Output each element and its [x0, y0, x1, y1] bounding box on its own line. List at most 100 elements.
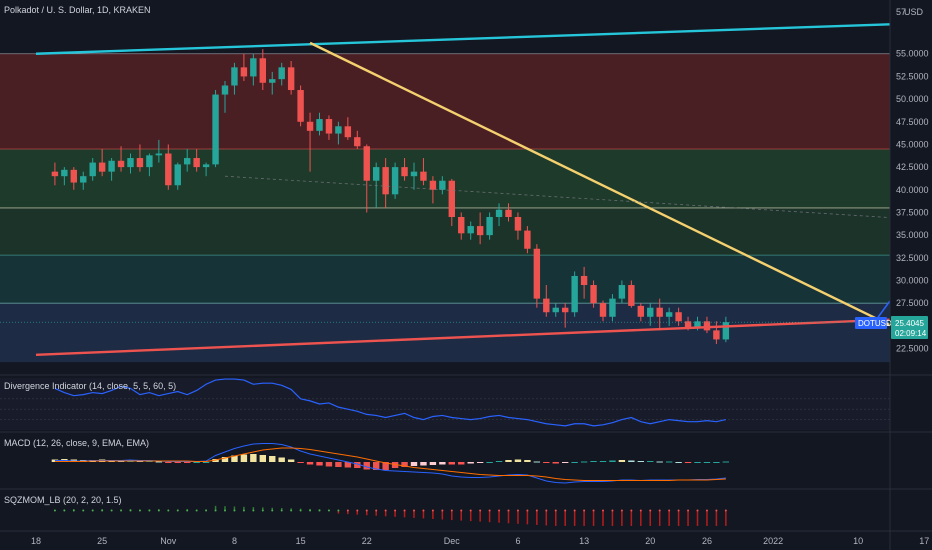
- macd-histogram-bar: [476, 462, 484, 463]
- macd-histogram-bar: [306, 462, 314, 465]
- macd-histogram-bar: [609, 460, 616, 462]
- candle: [467, 221, 474, 240]
- candle: [344, 117, 352, 140]
- candle: [580, 266, 588, 299]
- candle: [155, 139, 163, 163]
- squeeze-momentum-pane[interactable]: 0.0000: [53, 506, 924, 526]
- macd-histogram-bar: [278, 457, 285, 462]
- y-tick-label: 50.0000: [896, 94, 929, 104]
- main-price-pane[interactable]: [0, 16, 932, 363]
- macd-histogram-bar: [543, 462, 550, 463]
- candle: [637, 303, 644, 322]
- zone-1: [0, 148, 890, 208]
- trendline-1[interactable]: [35, 305, 932, 357]
- y-tick-label: 35.0000: [896, 230, 929, 240]
- macd-histogram-bar: [344, 462, 352, 468]
- macd-histogram-bar: [439, 462, 446, 465]
- macd-histogram-bar: [174, 462, 181, 463]
- macd-histogram-bar: [269, 456, 276, 462]
- candle: [514, 212, 522, 240]
- trendline-0[interactable]: [35, 16, 932, 55]
- candle: [401, 158, 408, 181]
- macd-histogram-bar: [533, 461, 541, 463]
- candle: [505, 203, 512, 222]
- trendline-3[interactable]: [224, 175, 932, 239]
- y-tick-label: 30.0000: [896, 275, 929, 285]
- macd-histogram-bar: [713, 462, 720, 463]
- candle: [476, 212, 484, 245]
- macd-histogram-bar: [675, 462, 682, 463]
- y-tick-label: 40.0000: [896, 185, 929, 195]
- y-tick-label: 47.5000: [896, 117, 929, 127]
- price-badge-bg: [891, 316, 928, 339]
- macd-histogram-bar: [335, 462, 342, 467]
- macd-histogram-bar: [429, 462, 437, 465]
- candle: [609, 294, 616, 322]
- macd-histogram-bar: [495, 461, 503, 462]
- candle: [590, 280, 597, 308]
- divergence-pane-title: Divergence Indicator (14, close, 5, 5, 6…: [4, 381, 176, 391]
- candle: [297, 85, 304, 127]
- macd-histogram-bar: [599, 461, 607, 462]
- candle: [287, 61, 295, 95]
- candle: [165, 144, 172, 190]
- macd-histogram-bar: [155, 461, 163, 463]
- macd-histogram-bar: [221, 457, 229, 462]
- candle: [80, 171, 87, 190]
- x-tick-label: 6: [515, 536, 520, 546]
- candle: [656, 298, 663, 331]
- trendline-2[interactable]: [309, 41, 932, 360]
- last-price: 25.4045: [895, 319, 924, 328]
- macd-histogram-bar: [590, 461, 597, 462]
- candle: [562, 303, 569, 328]
- candle: [193, 148, 200, 172]
- candle: [136, 144, 144, 172]
- candle: [61, 167, 68, 186]
- macd-histogram-bar: [552, 462, 559, 464]
- candle: [231, 62, 238, 95]
- macd-histogram-bar: [193, 462, 200, 463]
- macd-histogram-bar: [231, 455, 238, 462]
- candle: [240, 53, 248, 81]
- candle: [269, 71, 276, 95]
- macd-histogram-bar: [486, 462, 493, 463]
- macd-histogram-bar: [656, 461, 663, 463]
- macd-histogram-bar: [325, 462, 333, 467]
- candle: [51, 162, 59, 186]
- candle: [98, 148, 106, 177]
- y-tick-label: 27.5000: [896, 298, 929, 308]
- candle: [486, 212, 493, 240]
- zone-0: [0, 53, 890, 149]
- candle: [543, 285, 550, 317]
- candle: [429, 176, 437, 204]
- last-price-badge[interactable]: DOTUSD 25.4045 02:09:14: [855, 316, 928, 339]
- x-tick-label: 13: [579, 536, 589, 546]
- macd-histogram-bar: [382, 462, 389, 470]
- macd-histogram-bar: [458, 462, 465, 465]
- zone-2: [0, 207, 890, 256]
- macd-histogram-bar: [722, 461, 730, 463]
- macd-pane-title: MACD (12, 26, close, 9, EMA, EMA): [4, 438, 149, 448]
- macd-histogram-bar: [202, 462, 210, 463]
- candle: [665, 307, 673, 326]
- candle: [202, 162, 210, 177]
- macd-histogram-bar: [618, 460, 626, 462]
- candle: [703, 316, 711, 334]
- candle: [495, 203, 503, 227]
- y-tick-label: 55.0000: [896, 49, 929, 59]
- candle: [146, 153, 153, 177]
- candle: [722, 316, 730, 343]
- candle: [675, 307, 682, 326]
- x-tick-label: 2022: [763, 536, 783, 546]
- macd-histogram-bar: [628, 460, 635, 462]
- candle: [278, 62, 285, 86]
- candle: [70, 167, 77, 190]
- candle: [713, 321, 720, 344]
- macd-histogram-bar: [514, 459, 522, 462]
- candle: [439, 176, 446, 195]
- macd-histogram-bar: [420, 462, 427, 466]
- x-tick-label: 15: [296, 536, 306, 546]
- x-tick-label: 17: [919, 536, 929, 546]
